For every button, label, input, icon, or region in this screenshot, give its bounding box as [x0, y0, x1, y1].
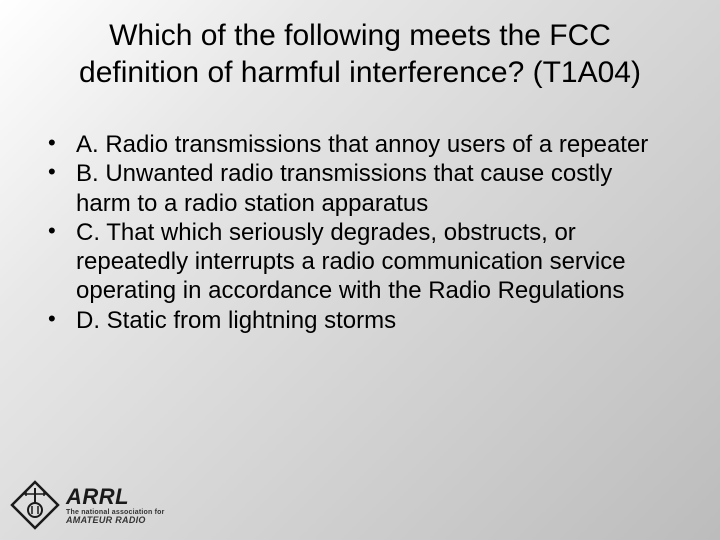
slide: Which of the following meets the FCC def…: [0, 0, 720, 540]
option-b: B. Unwanted radio transmissions that cau…: [34, 159, 666, 218]
option-d: D. Static from lightning storms: [34, 306, 666, 335]
slide-title: Which of the following meets the FCC def…: [50, 18, 670, 91]
arrl-logo: ARRL The national association for AMATEU…: [10, 480, 165, 530]
arrl-logo-text: ARRL The national association for AMATEU…: [66, 486, 165, 525]
arrl-wordmark: ARRL: [66, 486, 165, 508]
option-a: A. Radio transmissions that annoy users …: [34, 130, 666, 159]
arrl-tagline-2: AMATEUR RADIO: [66, 516, 165, 525]
arrl-diamond-icon: [10, 480, 60, 530]
option-c: C. That which seriously degrades, obstru…: [34, 218, 666, 306]
answer-list: A. Radio transmissions that annoy users …: [34, 130, 666, 335]
